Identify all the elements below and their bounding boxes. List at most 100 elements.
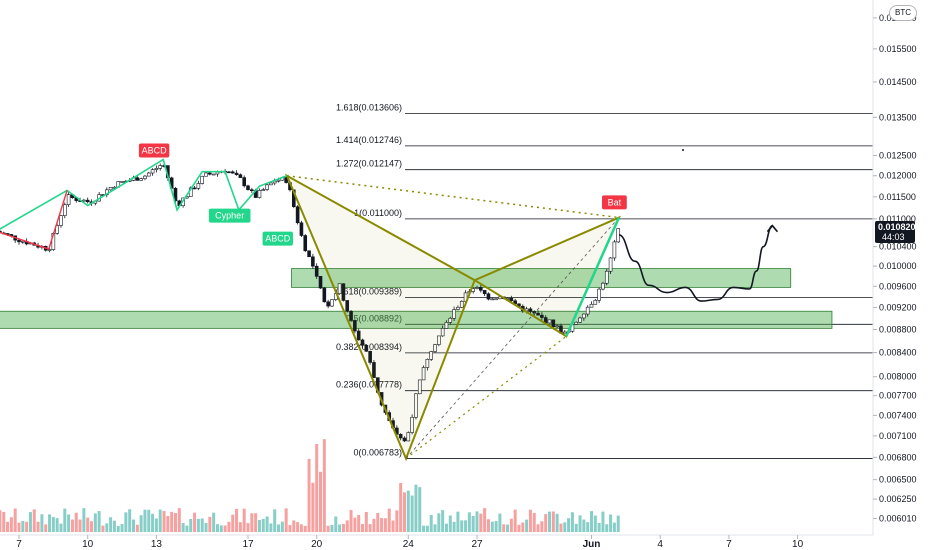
volume-bar <box>74 512 78 532</box>
candle-body <box>417 379 422 395</box>
candle-body <box>398 433 403 439</box>
volume-bar <box>315 443 319 532</box>
candle-body <box>498 296 502 300</box>
volume-bar <box>612 522 616 532</box>
volume-bar <box>494 521 498 532</box>
candle-body <box>204 172 208 177</box>
volume-bar <box>78 519 82 532</box>
volume-bar <box>2 511 6 532</box>
volume-bar <box>67 514 71 532</box>
candle-body <box>360 339 365 346</box>
y-tick-label: 0.008400 <box>879 348 917 358</box>
candle-body <box>62 204 67 216</box>
candle-body <box>337 283 342 294</box>
candle-body <box>322 287 327 303</box>
last-price-label: 0.010820 <box>878 222 916 232</box>
volume-bar <box>456 511 460 532</box>
volume-bar <box>513 509 517 532</box>
volume-bar <box>25 521 29 532</box>
volume-bar <box>36 521 40 532</box>
candle-body <box>612 241 617 259</box>
volume-bar <box>380 518 384 532</box>
candle-body <box>364 344 369 352</box>
candle-body <box>108 187 113 191</box>
volume-bar <box>105 523 109 532</box>
candle-body <box>490 298 495 301</box>
volume-bar <box>593 515 597 532</box>
volume-bar <box>597 522 601 532</box>
fib-level-label: 1.618(0.013606) <box>336 102 402 112</box>
fib-level-label: 0.382(0.008394) <box>336 342 402 352</box>
volume-bar <box>345 520 349 532</box>
projection-path <box>618 224 779 302</box>
candle-body <box>150 169 155 174</box>
pattern-label-text: Cypher <box>215 211 244 221</box>
volume-bar <box>452 521 456 532</box>
volume-bar <box>559 523 563 532</box>
candle-body <box>582 313 586 319</box>
candle-body <box>372 362 376 378</box>
volume-bar <box>486 519 490 532</box>
x-tick-label: 20 <box>311 539 323 550</box>
candle-body <box>246 185 250 190</box>
volume-bar <box>147 509 151 532</box>
fib-level-label: 1(0.011000) <box>354 208 402 218</box>
candle-body <box>158 165 163 169</box>
volume-bar <box>139 515 143 532</box>
time-axis[interactable]: 7 10 13 17 20 24 27 Jun 4 7 10 <box>16 535 804 550</box>
candle-body <box>402 437 407 442</box>
pattern-label-text: ABCD <box>265 234 291 244</box>
volume-bar <box>135 524 139 532</box>
volume-bar <box>151 513 155 532</box>
x-tick-label: 27 <box>471 539 483 550</box>
volume-bar <box>112 520 116 532</box>
x-tick-label: 10 <box>82 539 94 550</box>
volume-bar <box>97 511 101 532</box>
price-axis[interactable]: 0.0165000.0155000.0145000.0135000.012500… <box>873 13 917 524</box>
candle-body <box>314 265 319 277</box>
volume-bar <box>406 490 410 532</box>
volume-bar <box>517 524 521 532</box>
volume-bar <box>59 523 63 532</box>
volume-bar <box>555 513 559 532</box>
volume-bar <box>277 524 281 532</box>
volume-bar <box>261 518 265 532</box>
candle-body <box>578 317 582 323</box>
volume-bar <box>372 518 376 532</box>
bat-leg-line <box>565 217 621 337</box>
last-price-marker: 0.010820 44:03 <box>875 221 916 244</box>
volume-bar <box>158 509 162 532</box>
volume-bar <box>490 521 494 532</box>
candle-body <box>456 307 460 310</box>
volume-bar <box>212 512 216 532</box>
volume-bar <box>475 511 479 532</box>
candle-body <box>146 172 151 177</box>
volume-bar <box>48 514 52 532</box>
volume-bar <box>551 511 555 532</box>
y-tick-label: 0.012000 <box>879 171 917 181</box>
volume-bar <box>299 524 303 532</box>
volume-bar <box>544 514 548 532</box>
candle-body <box>311 256 315 267</box>
volume-bar <box>0 510 2 532</box>
volume-bar <box>341 523 345 532</box>
volume-bar <box>143 509 147 532</box>
pattern-label-badge <box>262 231 293 246</box>
volume-bar <box>70 519 74 532</box>
volume-bar <box>433 524 437 532</box>
candle-body <box>21 240 25 243</box>
currency-badge[interactable]: BTC <box>889 5 917 21</box>
volume-bar <box>586 522 590 532</box>
volume-bar <box>353 517 357 532</box>
volume-bar <box>582 519 586 532</box>
volume-bar <box>322 439 326 532</box>
x-tick-label: 13 <box>151 539 163 550</box>
y-tick-label: 0.008800 <box>879 324 917 334</box>
x-tick-label: 10 <box>792 539 804 550</box>
candle-body <box>368 350 372 363</box>
candle-body <box>341 283 346 301</box>
countdown-label: 44:03 <box>882 232 905 242</box>
volume-bar <box>215 524 219 532</box>
volume-bar <box>616 515 620 532</box>
